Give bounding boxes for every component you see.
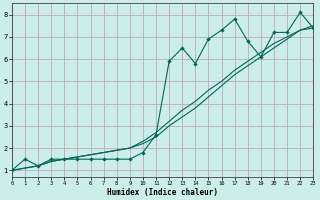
X-axis label: Humidex (Indice chaleur): Humidex (Indice chaleur): [107, 188, 218, 197]
